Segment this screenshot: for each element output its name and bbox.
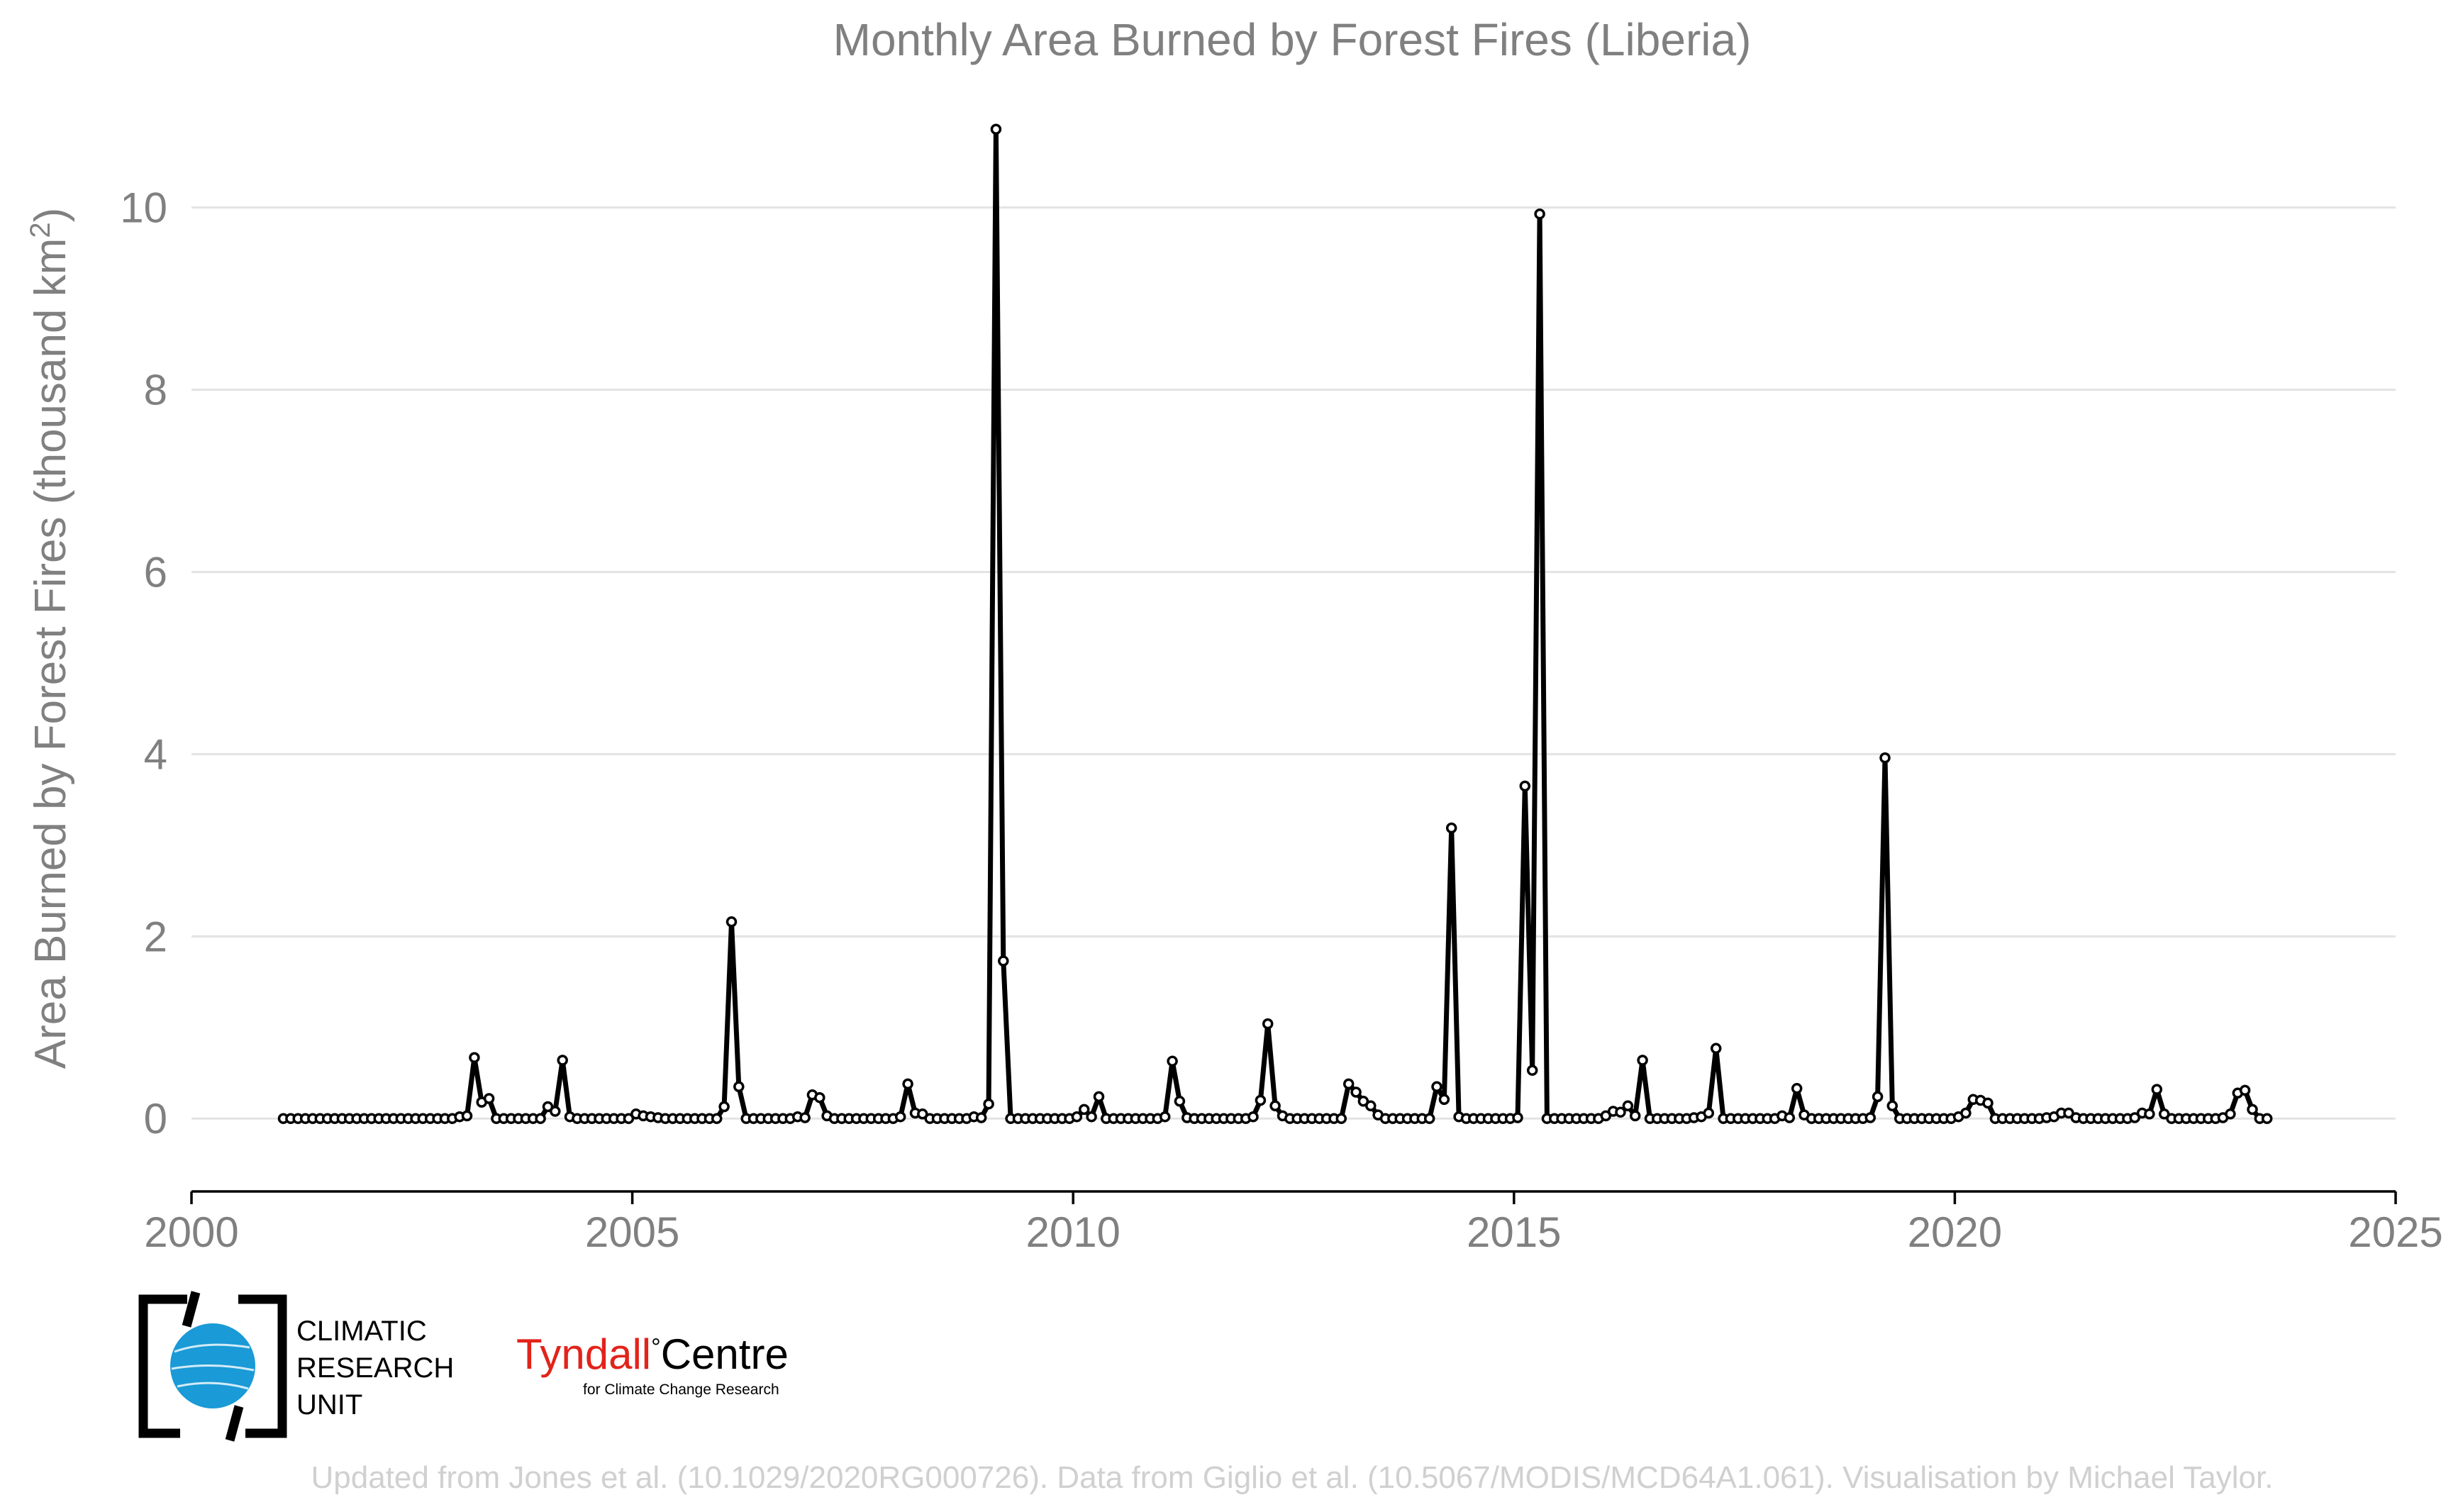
data-point bbox=[2239, 1084, 2251, 1096]
data-point bbox=[814, 1091, 825, 1104]
data-point bbox=[542, 1101, 554, 1113]
series-area-burned bbox=[277, 123, 2273, 1124]
data-point bbox=[1365, 1100, 1377, 1112]
y-tick-label: 6 bbox=[144, 549, 167, 596]
data-point bbox=[1167, 1055, 1178, 1067]
data-point bbox=[1703, 1107, 1715, 1119]
data-point bbox=[2063, 1107, 2074, 1119]
data-point bbox=[1637, 1055, 1648, 1066]
data-point bbox=[1710, 1043, 1722, 1055]
data-point bbox=[550, 1106, 561, 1117]
data-point bbox=[1982, 1097, 1994, 1109]
data-point bbox=[1335, 1113, 1347, 1124]
data-point bbox=[711, 1113, 723, 1124]
data-point bbox=[1262, 1018, 1274, 1030]
data-point bbox=[1431, 1081, 1442, 1093]
x-tick-label: 2015 bbox=[1467, 1208, 1561, 1256]
data-point bbox=[1093, 1091, 1105, 1103]
data-point bbox=[1622, 1100, 1634, 1112]
data-point bbox=[2129, 1112, 2140, 1123]
data-point bbox=[894, 1111, 906, 1123]
data-point bbox=[1174, 1096, 1186, 1107]
data-point bbox=[1247, 1111, 1259, 1123]
data-point bbox=[1600, 1110, 1612, 1122]
x-tick-label: 2000 bbox=[144, 1208, 238, 1256]
y-tick-label: 10 bbox=[120, 184, 167, 232]
y-tick-label: 2 bbox=[144, 913, 167, 960]
footer-credits: Updated from Jones et al. (10.1029/2020R… bbox=[311, 1460, 2274, 1495]
data-point bbox=[1886, 1100, 1898, 1112]
data-point bbox=[557, 1055, 568, 1066]
x-tick-label: 2025 bbox=[2348, 1208, 2442, 1256]
y-tick-label: 8 bbox=[144, 367, 167, 414]
y-tick-label: 0 bbox=[144, 1095, 167, 1143]
tyndall-subtitle: for Climate Change Research bbox=[583, 1382, 779, 1398]
y-tick-labels: 0 2 4 6 8 10 bbox=[120, 184, 167, 1143]
data-point bbox=[1864, 1112, 1877, 1123]
cru-text-line3: UNIT bbox=[296, 1389, 362, 1421]
data-point bbox=[990, 123, 1002, 135]
data-point bbox=[1629, 1110, 1641, 1122]
data-point bbox=[733, 1081, 745, 1093]
data-point bbox=[1526, 1064, 1538, 1076]
data-point bbox=[725, 916, 738, 928]
data-point bbox=[917, 1108, 928, 1120]
data-point bbox=[2225, 1108, 2236, 1120]
data-point bbox=[998, 955, 1009, 967]
data-point bbox=[983, 1098, 994, 1110]
data-point bbox=[1159, 1111, 1171, 1123]
data-point bbox=[975, 1112, 987, 1123]
data-point bbox=[1791, 1083, 1803, 1094]
gridlines bbox=[191, 206, 2396, 1120]
data-point bbox=[1438, 1094, 1450, 1106]
data-point bbox=[1872, 1091, 1884, 1103]
data-point bbox=[1078, 1104, 1090, 1116]
data-point bbox=[623, 1113, 635, 1124]
tyndall-wordmark: Tyndall°Centre bbox=[516, 1330, 789, 1378]
x-tick-label: 2010 bbox=[1025, 1208, 1120, 1256]
data-point bbox=[1423, 1113, 1435, 1124]
x-tick-label: 2005 bbox=[585, 1208, 679, 1256]
x-ticks: 2000 2005 2010 2015 2020 2025 bbox=[144, 1191, 2443, 1256]
tyndall-logo: Tyndall°Centre for Climate Change Resear… bbox=[516, 1330, 789, 1398]
cru-text-line1: CLIMATIC bbox=[296, 1316, 427, 1347]
y-axis-label: Area Burned by Forest Fires (thousand km… bbox=[25, 208, 75, 1069]
cru-text-line2: RESEARCH bbox=[296, 1352, 454, 1384]
data-point bbox=[1519, 780, 1531, 792]
data-point bbox=[1357, 1096, 1369, 1107]
data-point bbox=[1269, 1100, 1281, 1112]
data-point bbox=[2261, 1113, 2273, 1124]
data-point bbox=[2144, 1108, 2155, 1120]
data-point bbox=[799, 1112, 811, 1123]
data-point bbox=[1071, 1111, 1083, 1123]
data-point bbox=[2247, 1104, 2258, 1116]
data-point bbox=[1350, 1086, 1362, 1098]
data-point bbox=[1445, 822, 1457, 834]
data-point bbox=[461, 1110, 473, 1122]
chart-title: Monthly Area Burned by Forest Fires (Lib… bbox=[833, 14, 1752, 65]
series-line bbox=[283, 126, 2267, 1121]
y-tick-label: 4 bbox=[144, 730, 167, 778]
data-point bbox=[483, 1093, 495, 1104]
x-tick-label: 2020 bbox=[1908, 1208, 2002, 1256]
data-point bbox=[1255, 1094, 1267, 1106]
data-point bbox=[1512, 1112, 1523, 1123]
data-point bbox=[1534, 208, 1545, 220]
data-point bbox=[1784, 1112, 1796, 1123]
data-point bbox=[1615, 1106, 1626, 1118]
cru-logo: CLIMATIC RESEARCH UNIT bbox=[138, 1291, 454, 1442]
data-point bbox=[1879, 752, 1891, 764]
data-point bbox=[1960, 1107, 1972, 1119]
data-point bbox=[1086, 1111, 1097, 1123]
data-point bbox=[535, 1113, 546, 1124]
data-point bbox=[718, 1101, 730, 1113]
data-point bbox=[469, 1052, 480, 1063]
data-point bbox=[1342, 1078, 1355, 1090]
data-point bbox=[2151, 1084, 2163, 1095]
data-point bbox=[902, 1078, 913, 1090]
